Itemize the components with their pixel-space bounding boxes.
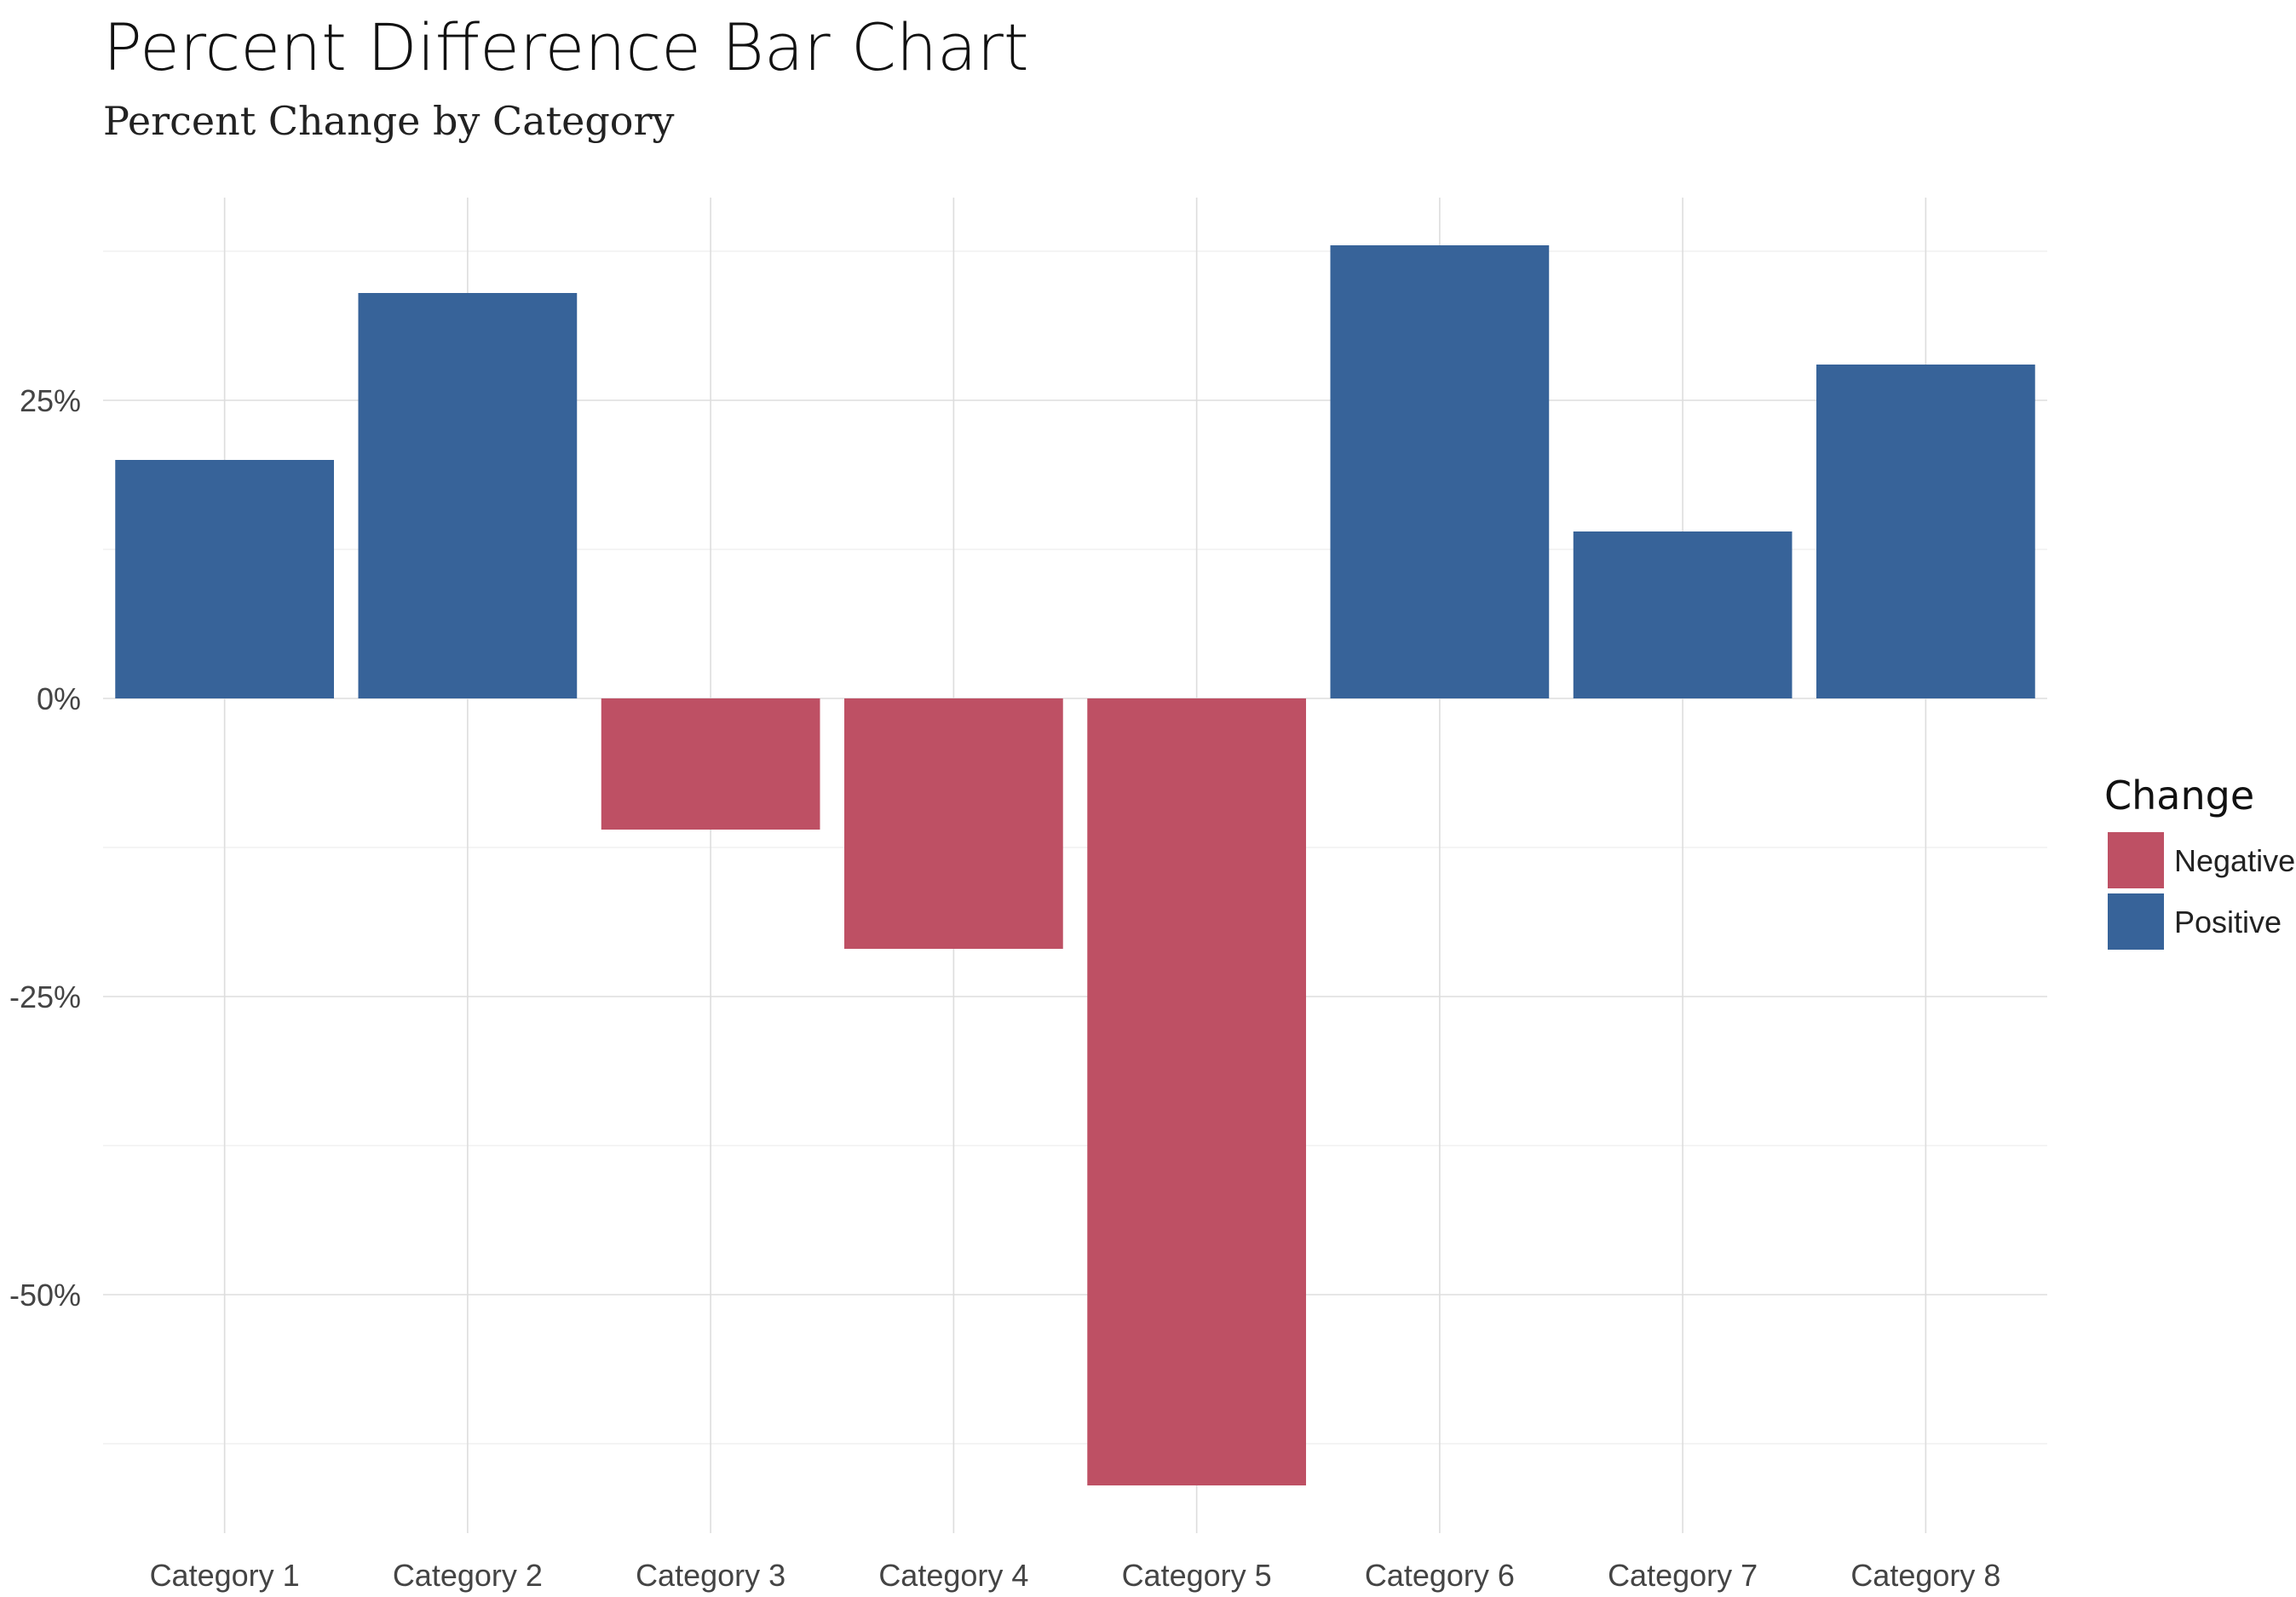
- chart-subtitle: Percent Change by Category: [103, 98, 674, 144]
- y-axis: 25% 0% -25% -50%: [9, 383, 81, 1313]
- bar-7: [1573, 531, 1792, 698]
- legend-label-positive: Positive: [2174, 905, 2282, 939]
- bar-6: [1330, 245, 1550, 698]
- y-tick-label: 25%: [20, 383, 81, 418]
- chart-title: Percent Difference Bar Chart: [103, 9, 1029, 85]
- x-tick-label: Category 7: [1608, 1558, 1758, 1593]
- legend-swatch-negative: [2108, 832, 2164, 888]
- bar-8: [1816, 365, 2035, 698]
- legend-swatch-positive: [2108, 893, 2164, 950]
- x-tick-label: Category 5: [1122, 1558, 1272, 1593]
- bar-3: [601, 698, 820, 830]
- y-tick-label: -50%: [9, 1278, 81, 1313]
- legend-title: Change: [2104, 773, 2254, 819]
- bars: [115, 245, 2035, 1485]
- legend-label-negative: Negative: [2174, 843, 2295, 878]
- bar-1: [115, 460, 334, 698]
- bar-2: [358, 293, 578, 698]
- x-tick-label: Category 4: [878, 1558, 1028, 1593]
- x-tick-label: Category 8: [1850, 1558, 2000, 1593]
- x-tick-label: Category 2: [393, 1558, 543, 1593]
- x-tick-label: Category 6: [1365, 1558, 1515, 1593]
- y-tick-label: -25%: [9, 979, 81, 1014]
- x-axis: Category 1 Category 2 Category 3 Category 4…: [150, 1558, 2001, 1593]
- y-tick-label: 0%: [37, 681, 81, 716]
- x-tick-label: Category 3: [636, 1558, 785, 1593]
- legend: Change Negative Positive: [2104, 773, 2295, 950]
- bar-4: [844, 698, 1063, 949]
- x-tick-label: Category 1: [150, 1558, 300, 1593]
- bar-5: [1087, 698, 1306, 1485]
